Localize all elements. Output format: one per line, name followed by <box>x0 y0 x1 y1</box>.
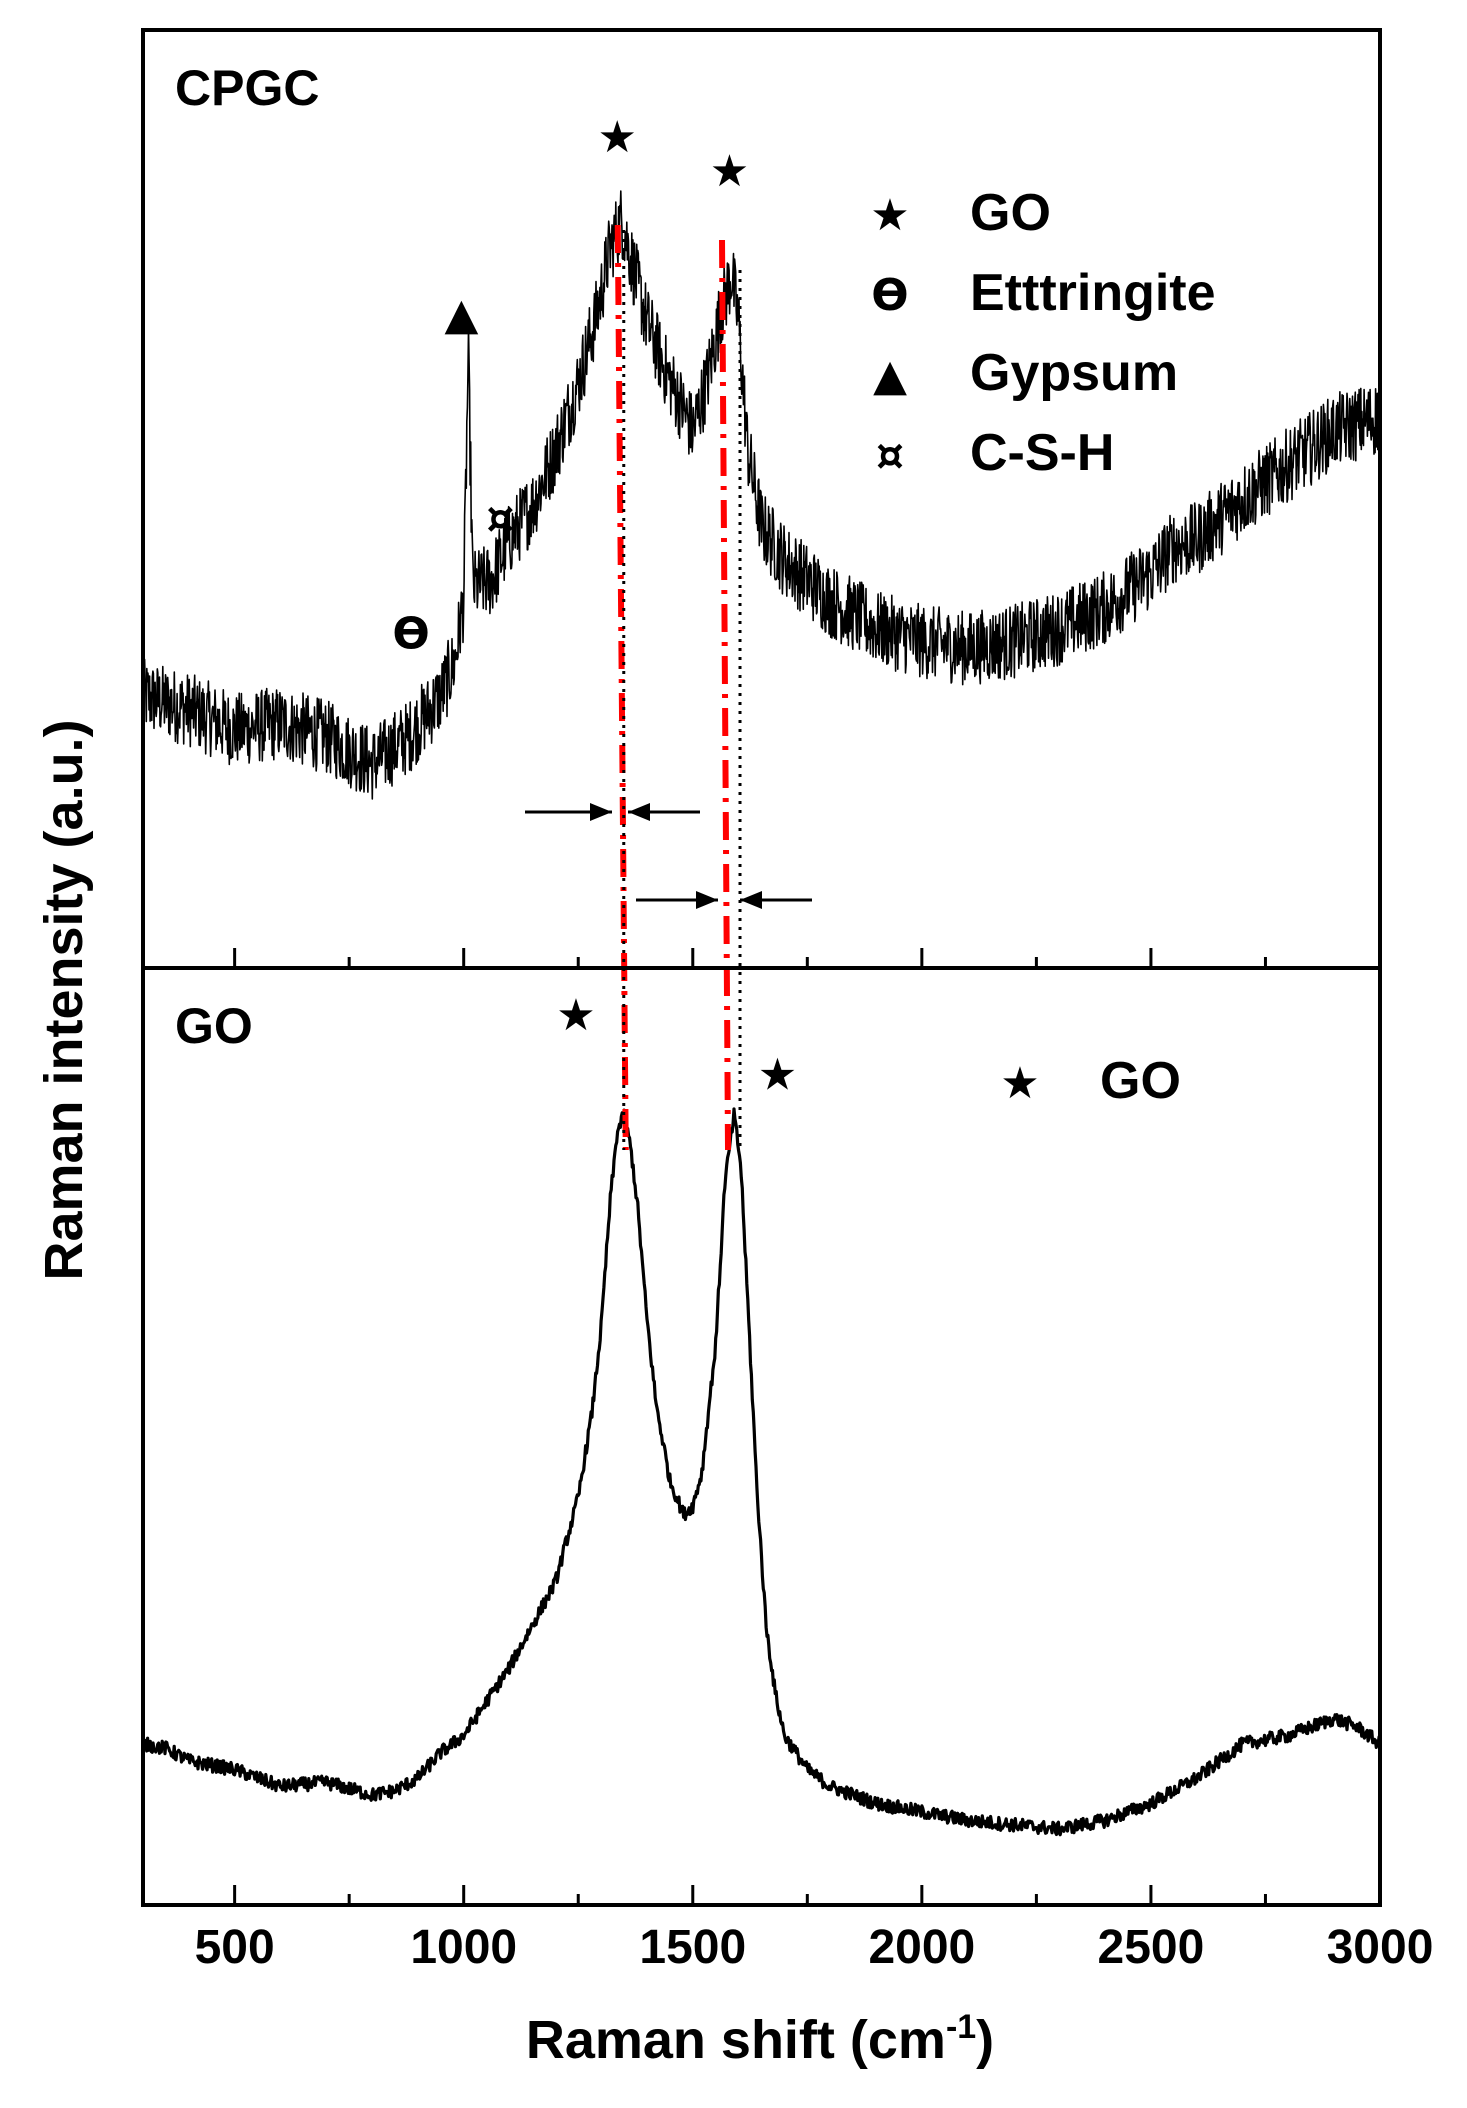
x-axis-title-superscript: -1 <box>946 2008 976 2046</box>
peak-marker-go-1: ★ <box>758 1050 797 1101</box>
plot-layer <box>142 190 1382 1837</box>
x-axis-title-main: Raman shift (cm <box>526 2010 946 2070</box>
legend-label-cpgc-2: Gypsum <box>970 344 1178 402</box>
x-tick-label-500: 500 <box>195 1921 275 1974</box>
peak-marker-cpgc-1: ★ <box>710 146 749 197</box>
x-axis-title-close: ) <box>976 2010 994 2070</box>
arrow-d-right-head <box>628 803 650 821</box>
text-layer: Raman intensity (a.u.) Raman shift (cm-1… <box>34 60 1433 2070</box>
arrow-g-right-head <box>740 891 762 909</box>
x-axis-title: Raman shift (cm-1) <box>526 2008 994 2070</box>
panel-go <box>142 1107 1382 1837</box>
arrow-d-left-head <box>590 803 612 821</box>
x-tick-label-2500: 2500 <box>1098 1921 1205 1974</box>
y-axis-title: Raman intensity (a.u.) <box>34 719 94 1280</box>
peak-marker-go-0: ★ <box>556 990 595 1041</box>
x-tick-label-2000: 2000 <box>868 1921 975 1974</box>
panel-label-cpgc: CPGC <box>175 60 319 116</box>
legend-label-cpgc-3: C-S-H <box>970 424 1114 482</box>
arrow-g-left-head <box>696 891 718 909</box>
x-tick-label-1500: 1500 <box>639 1921 746 1974</box>
g-band-guide-line <box>719 239 732 1151</box>
legend-label-go-0: GO <box>1100 1052 1181 1110</box>
legend-symbol-cpgc-0: ★ <box>870 190 909 241</box>
spectrum-line-cpgc <box>142 190 1381 800</box>
spectrum-line-go <box>142 1107 1382 1837</box>
panel-label-go: GO <box>175 998 253 1054</box>
legend-label-cpgc-1: Etttringite <box>970 264 1216 322</box>
legend-symbol-cpgc-1: ϴ <box>871 270 908 321</box>
legend-label-cpgc-0: GO <box>970 184 1051 242</box>
legend-symbol-cpgc-2: ▲ <box>873 350 907 401</box>
d-band-guide-line <box>614 224 629 1151</box>
frame-layer <box>141 28 1382 1907</box>
panel-cpgc <box>142 190 1381 800</box>
peak-marker-cpgc-4: ϴ <box>392 608 429 659</box>
x-tick-label-3000: 3000 <box>1327 1921 1434 1974</box>
legend-symbol-go-0: ★ <box>1000 1058 1039 1109</box>
legend-symbol-cpgc-3: ¤ <box>876 430 904 481</box>
overlay-layer <box>525 224 812 1151</box>
peak-marker-cpgc-2: ▲ <box>444 289 478 340</box>
x-tick-label-1000: 1000 <box>410 1921 517 1974</box>
peak-marker-cpgc-3: ¤ <box>486 493 514 544</box>
peak-marker-cpgc-0: ★ <box>597 112 636 163</box>
